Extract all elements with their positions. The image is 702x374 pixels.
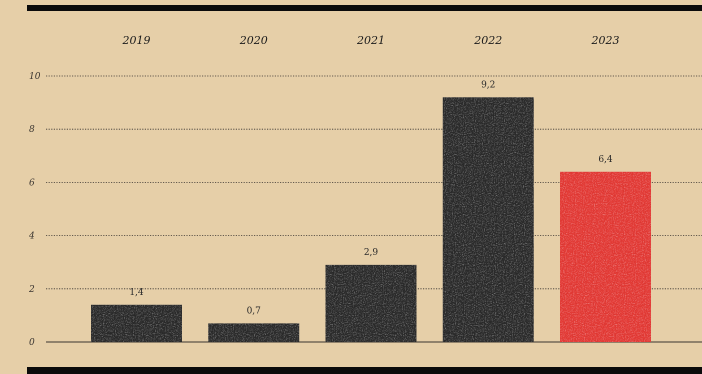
category-axis: 2019 2020 2021 2022 2023: [122, 34, 620, 47]
data-label: 0,7: [247, 306, 262, 316]
y-tick-label: 2: [28, 285, 35, 295]
y-tick-label: 8: [29, 125, 35, 135]
bar-2021: [325, 264, 417, 342]
bar-2023: [560, 171, 651, 342]
bars: [91, 97, 651, 342]
top-rule: [27, 5, 702, 11]
bar-2019: [91, 304, 182, 342]
bottom-rule: [27, 367, 702, 374]
y-tick-label: 6: [29, 178, 35, 188]
category-label: 2023: [591, 34, 620, 47]
category-label: 2021: [356, 34, 385, 47]
data-label: 9,2: [481, 80, 495, 90]
y-tick-label: 4: [28, 232, 35, 242]
data-label: 6,4: [598, 155, 613, 165]
category-label: 2019: [122, 34, 151, 47]
category-label: 2022: [473, 34, 502, 47]
data-label: 1,4: [129, 288, 144, 298]
data-labels: 1,4 0,7 2,9 9,2 6,4: [129, 80, 613, 316]
bar-2022: [442, 97, 534, 342]
y-tick-label: 0: [29, 338, 35, 348]
data-label: 2,9: [364, 248, 379, 258]
y-tick-label: 10: [29, 72, 41, 82]
y-axis: 0 2 4 6 8 10: [28, 72, 41, 348]
bar-2020: [208, 323, 300, 342]
category-label: 2020: [239, 34, 268, 47]
